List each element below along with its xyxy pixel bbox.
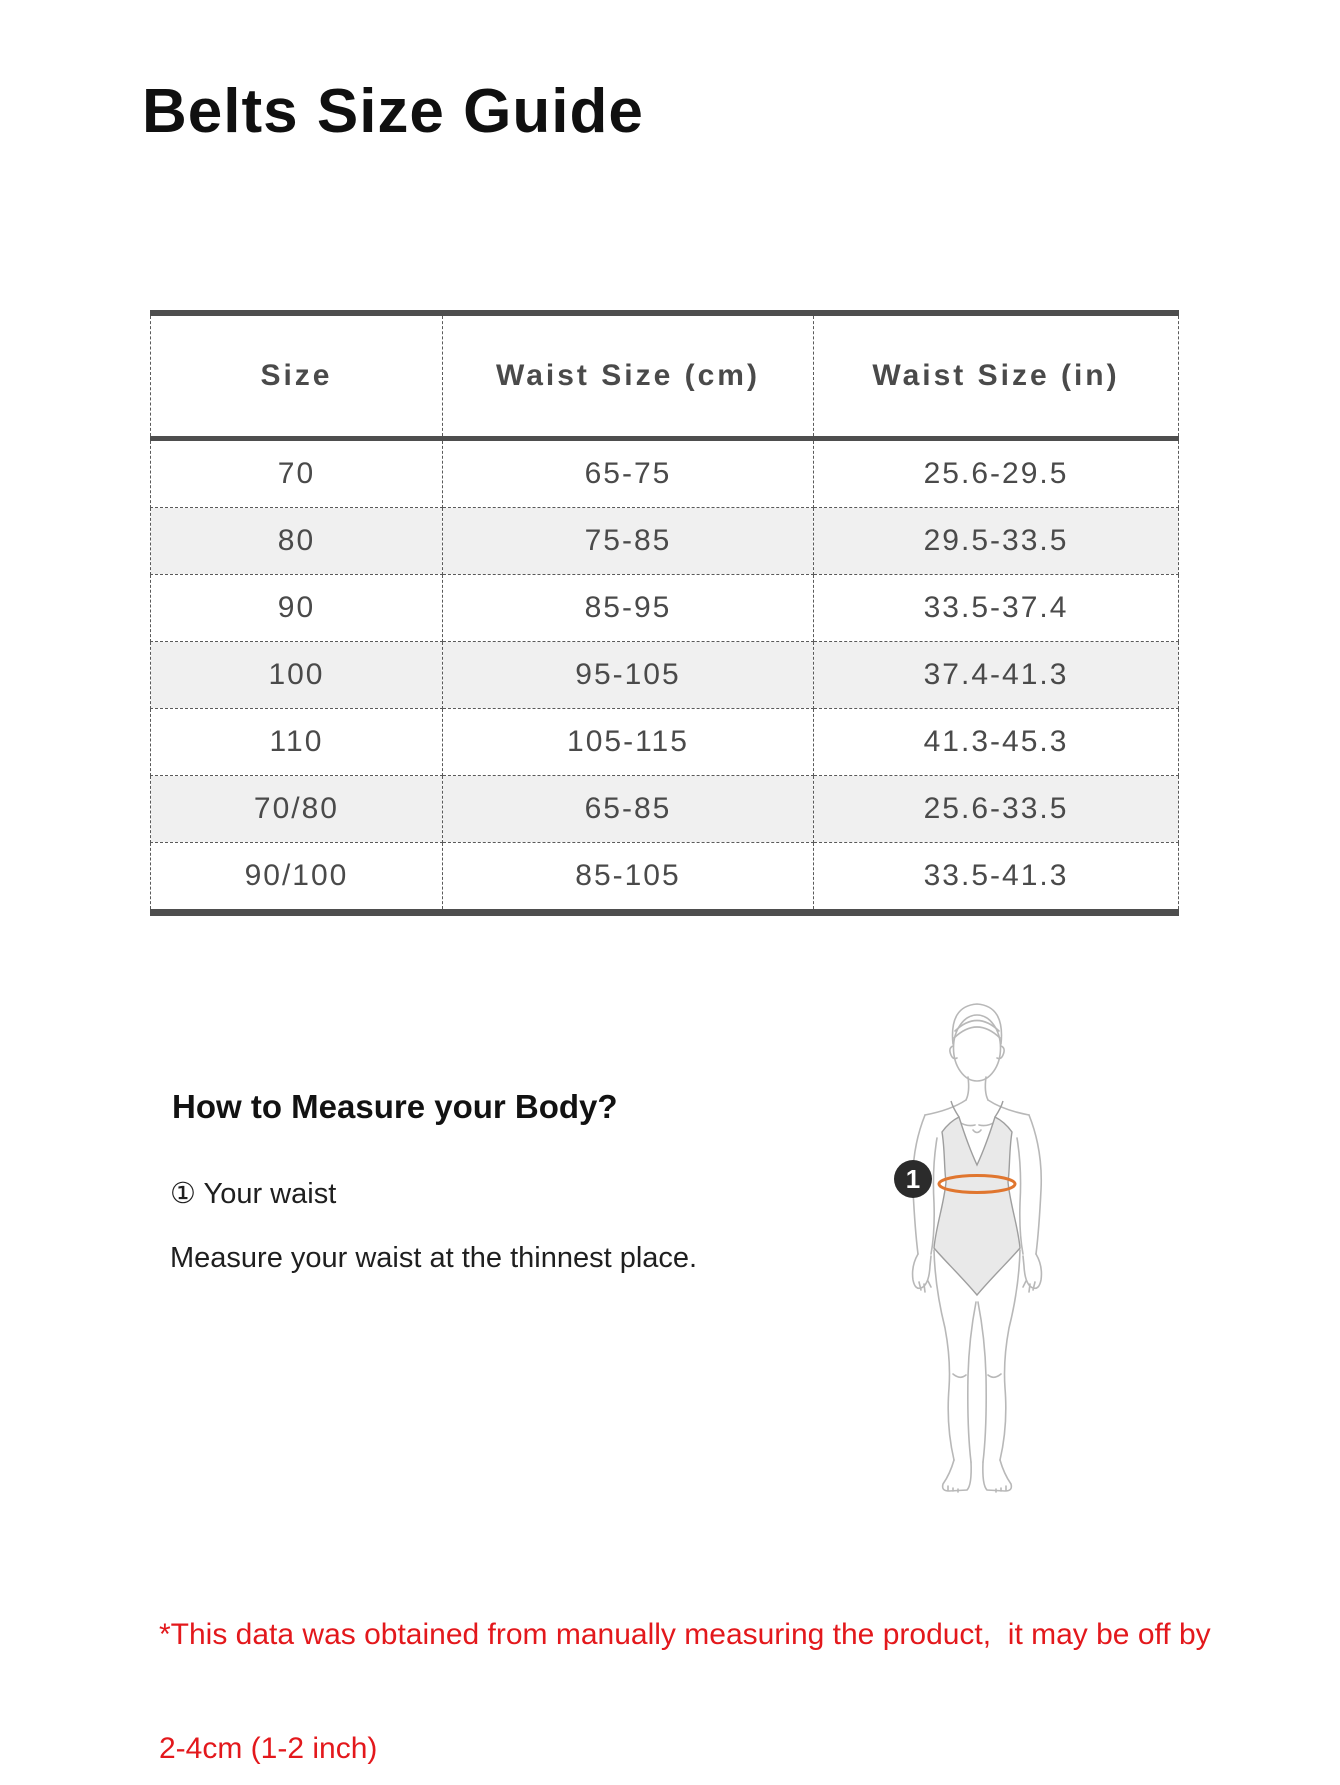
footnote-line-1: *This data was obtained from manually me… [159, 1618, 1211, 1651]
waist-marker-number: 1 [906, 1164, 920, 1194]
table-row: 100 95-105 37.4-41.3 [150, 641, 1179, 709]
table-row: 90 85-95 33.5-37.4 [150, 574, 1179, 642]
waist-cm-cell: 75-85 [441, 507, 815, 575]
waist-in-cell: 29.5-33.5 [813, 507, 1179, 575]
table-row: 90/100 85-105 33.5-41.3 [150, 842, 1179, 913]
table-row: 70 65-75 25.6-29.5 [150, 438, 1179, 508]
size-cell: 70 [150, 438, 443, 508]
swimsuit-shape [933, 1116, 1021, 1297]
waist-in-cell: 37.4-41.3 [813, 641, 1179, 709]
footnote-line-2: 2-4cm (1-2 inch) [159, 1732, 378, 1765]
size-cell: 80 [150, 507, 443, 575]
waist-marker-badge: 1 [894, 1160, 932, 1198]
table-row: 70/80 65-85 25.6-33.5 [150, 775, 1179, 843]
size-cell: 100 [150, 641, 443, 709]
column-header-waist-in: Waist Size (in) [813, 312, 1179, 441]
waist-in-cell: 25.6-33.5 [813, 775, 1179, 843]
table-row: 80 75-85 29.5-33.5 [150, 507, 1179, 575]
waist-cm-cell: 85-105 [441, 842, 815, 913]
waist-in-cell: 25.6-29.5 [813, 438, 1179, 508]
waist-cm-cell: 95-105 [441, 641, 815, 709]
table-header-row: Size Waist Size (cm) Waist Size (in) [150, 312, 1179, 441]
size-guide-table-container: Size Waist Size (cm) Waist Size (in) 70 … [150, 310, 1179, 916]
size-cell: 90/100 [150, 842, 443, 913]
size-table: Size Waist Size (cm) Waist Size (in) 70 … [150, 310, 1179, 916]
waist-cm-cell: 85-95 [441, 574, 815, 642]
size-cell: 90 [150, 574, 443, 642]
waist-cm-cell: 105-115 [441, 708, 815, 776]
waist-cm-cell: 65-85 [441, 775, 815, 843]
column-header-size: Size [150, 312, 443, 441]
waist-cm-cell: 65-75 [441, 438, 815, 508]
waist-in-cell: 33.5-41.3 [813, 842, 1179, 913]
step-1-description: Measure your waist at the thinnest place… [170, 1242, 698, 1274]
waist-tape-line [937, 1174, 1017, 1194]
size-cell: 70/80 [150, 775, 443, 843]
size-cell: 110 [150, 708, 443, 776]
step-1-label: ① Your waist [170, 1178, 337, 1210]
waist-in-cell: 41.3-45.3 [813, 708, 1179, 776]
footnote: *This data was obtained from manually me… [159, 1606, 1249, 1777]
body-figure: 1 [894, 1003, 1043, 1493]
page-title: Belts Size Guide [142, 77, 644, 146]
column-header-waist-cm: Waist Size (cm) [441, 312, 815, 441]
table-row: 110 105-115 41.3-45.3 [150, 708, 1179, 776]
waist-in-cell: 33.5-37.4 [813, 574, 1179, 642]
section-heading: How to Measure your Body? [172, 1088, 618, 1125]
